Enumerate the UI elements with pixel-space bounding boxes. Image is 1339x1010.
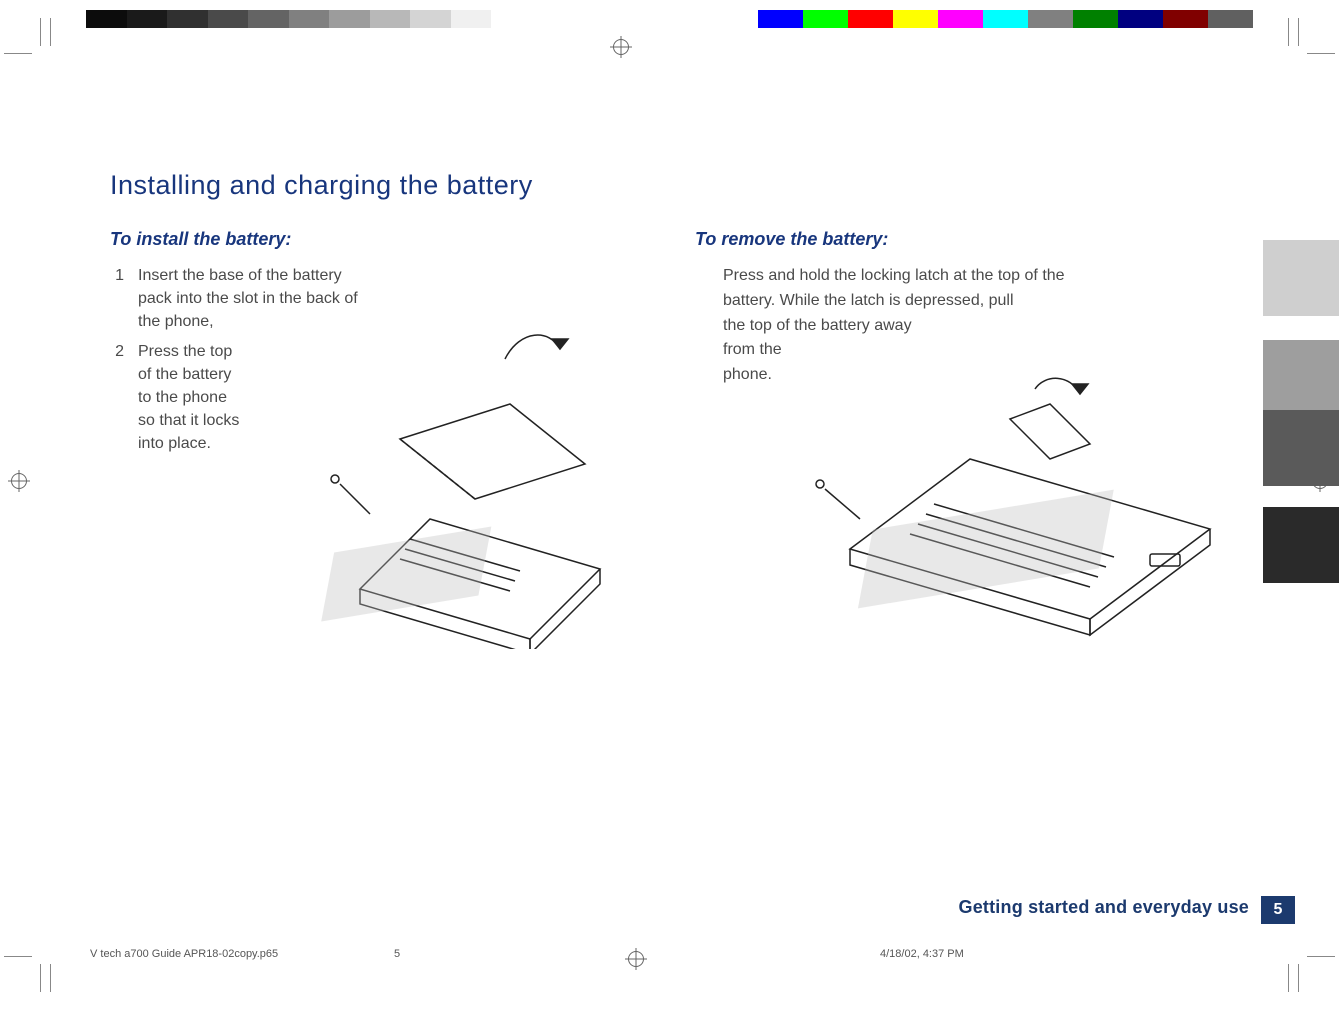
crop-mark [50,964,51,992]
phone-remove-illustration [790,359,1230,639]
remove-battery-section: To remove the battery: Press and hold th… [695,229,1230,462]
step-number: 2 [110,340,124,456]
remove-subtitle: To remove the battery: [695,229,1230,250]
crop-mark [4,956,32,957]
phone-install-illustration [280,289,620,649]
crop-mark [1298,18,1299,46]
footer-filename: V tech a700 Guide APR18-02copy.p65 [90,948,278,960]
footer-datetime: 4/18/02, 4:37 PM [880,948,964,960]
footer-page-number: 5 [1261,896,1295,924]
crop-mark [1307,956,1335,957]
step-number: 1 [110,264,124,334]
side-swatch [1263,410,1339,486]
crop-mark [1288,18,1289,46]
crop-mark [4,53,32,54]
side-swatch [1263,240,1339,316]
color-calibration-bar [758,10,1253,28]
crop-mark [1298,964,1299,992]
registration-mark-icon [610,36,632,58]
page-title: Installing and charging the battery [110,170,1230,201]
step-text: Press the top of the battery to the phon… [138,340,248,456]
side-swatch [1263,340,1339,416]
crop-mark [50,18,51,46]
footer-section-title: Getting started and everyday use [959,897,1250,918]
install-battery-section: To install the battery: 1 Insert the bas… [110,229,645,462]
registration-mark-icon [8,470,30,492]
grayscale-calibration-bar [86,10,491,28]
crop-mark [1307,53,1335,54]
crop-mark [40,18,41,46]
registration-mark-icon [625,948,647,970]
crop-mark [40,964,41,992]
footer-page-meta: 5 [394,948,400,960]
install-subtitle: To install the battery: [110,229,645,250]
page-content: Installing and charging the battery To i… [110,170,1230,462]
crop-mark [1288,964,1289,992]
side-swatch [1263,507,1339,583]
